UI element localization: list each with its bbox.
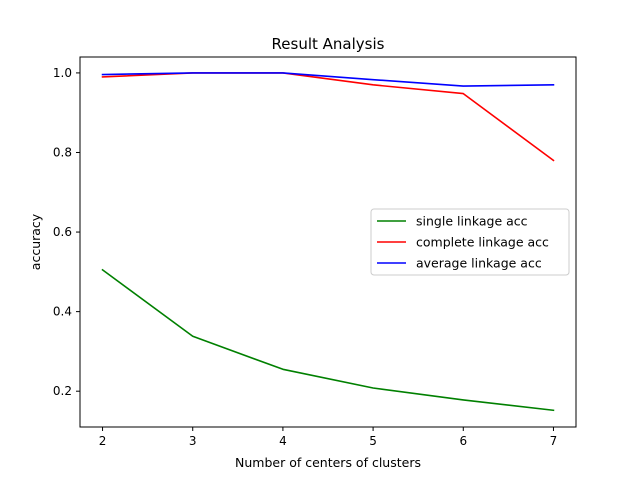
y-tick-label: 0.4 bbox=[53, 305, 72, 319]
x-tick-label: 4 bbox=[279, 434, 287, 448]
y-tick-label: 0.6 bbox=[53, 225, 72, 239]
x-tick-label: 3 bbox=[189, 434, 197, 448]
legend-label: complete linkage acc bbox=[416, 235, 549, 250]
plot-frame bbox=[79, 56, 577, 428]
legend-label: single linkage acc bbox=[416, 214, 528, 229]
y-tick-label: 0.2 bbox=[53, 384, 72, 398]
x-tick-label: 6 bbox=[459, 434, 467, 448]
y-tick-label: 1.0 bbox=[53, 66, 72, 80]
x-tick-label: 5 bbox=[369, 434, 377, 448]
x-axis: 2 3 4 5 6 7 bbox=[99, 427, 558, 448]
series-line-3 bbox=[101, 72, 555, 87]
x-tick-label: 7 bbox=[550, 434, 558, 448]
series-layer bbox=[101, 72, 555, 412]
legend: single linkage acc complete linkage acc av… bbox=[370, 208, 570, 276]
legend-box bbox=[370, 208, 570, 276]
legend-label: average linkage acc bbox=[416, 256, 542, 271]
series-line-1 bbox=[101, 268, 555, 412]
y-axis-label: accuracy bbox=[28, 213, 43, 270]
y-tick-label: 0.8 bbox=[53, 145, 72, 159]
x-tick-label: 2 bbox=[99, 434, 107, 448]
chart-title: Result Analysis bbox=[272, 35, 385, 53]
y-axis: 0.2 0.4 0.6 0.8 1.0 bbox=[53, 66, 80, 398]
x-axis-label: Number of centers of clusters bbox=[235, 455, 421, 470]
